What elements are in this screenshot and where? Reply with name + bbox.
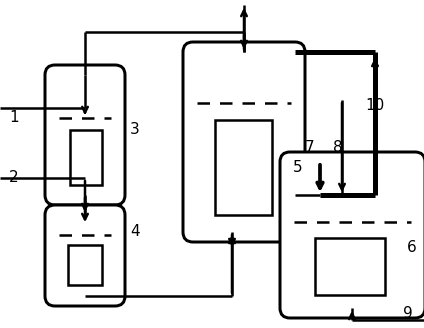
FancyBboxPatch shape [45,205,125,306]
FancyBboxPatch shape [183,42,305,242]
Text: 2: 2 [9,171,19,186]
Text: 7: 7 [305,140,315,155]
Text: 3: 3 [130,122,140,137]
Text: 6: 6 [407,240,417,256]
FancyBboxPatch shape [280,152,424,318]
Bar [315,238,385,295]
Text: 1: 1 [9,111,19,126]
Bar [70,130,102,185]
Bar [215,120,272,215]
Text: 4: 4 [130,224,140,239]
Text: 8: 8 [333,140,343,155]
Bar [68,245,102,285]
Text: 9: 9 [403,306,413,321]
Text: 5: 5 [293,160,303,175]
FancyBboxPatch shape [45,65,125,205]
Text: 10: 10 [365,97,385,113]
